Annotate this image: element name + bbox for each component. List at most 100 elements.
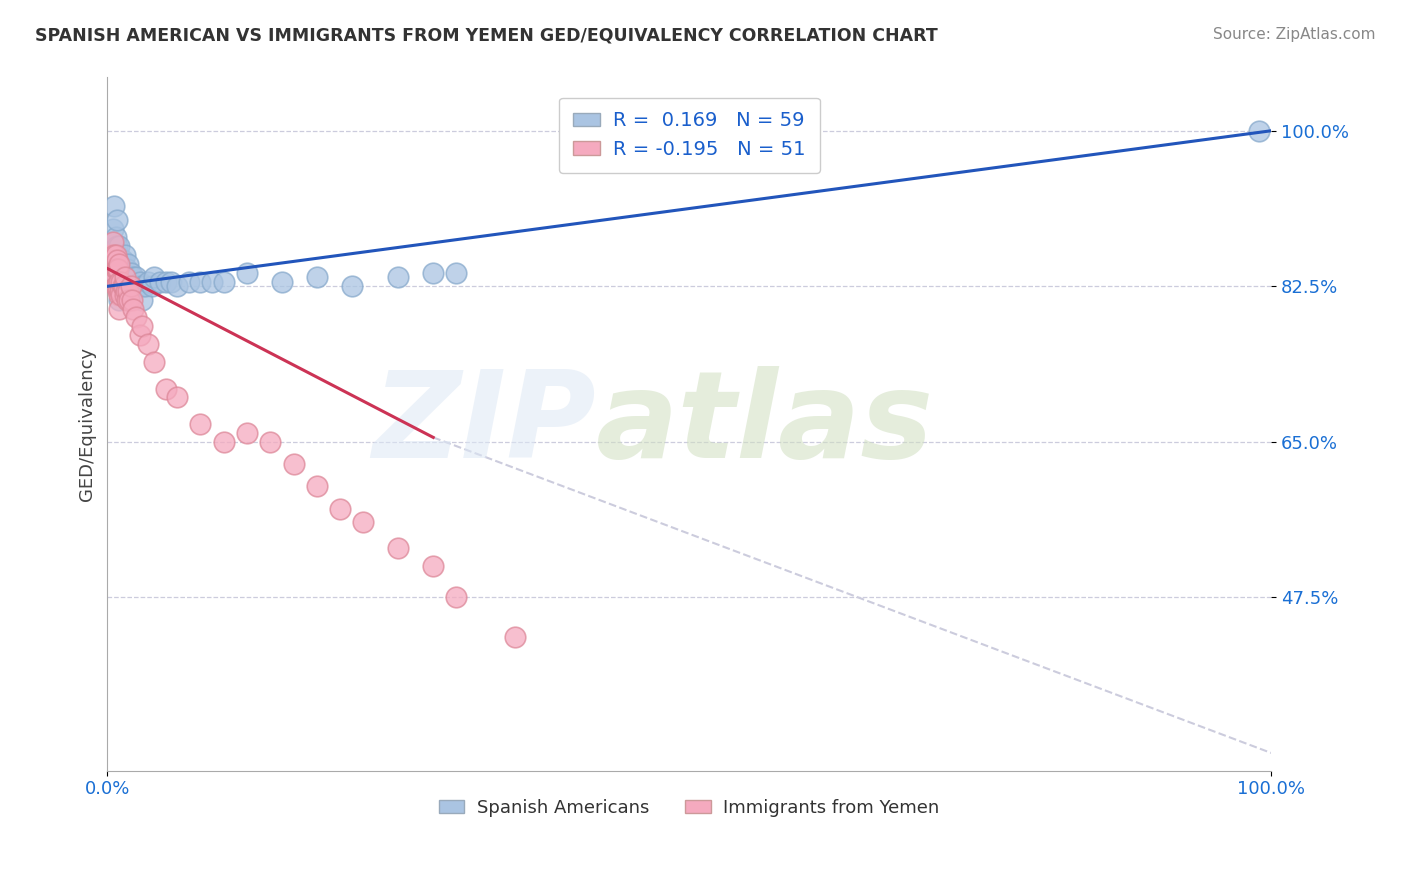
Point <box>422 559 444 574</box>
Point <box>108 301 131 316</box>
Text: Source: ZipAtlas.com: Source: ZipAtlas.com <box>1212 27 1375 42</box>
Point <box>108 284 131 298</box>
Point <box>110 275 132 289</box>
Point <box>120 288 142 302</box>
Point <box>201 275 224 289</box>
Point <box>111 252 134 267</box>
Point <box>236 425 259 440</box>
Point <box>103 266 125 280</box>
Point <box>127 279 149 293</box>
Point <box>259 434 281 449</box>
Point <box>108 288 131 302</box>
Point <box>142 355 165 369</box>
Point <box>155 382 177 396</box>
Point <box>120 266 142 280</box>
Point <box>121 279 143 293</box>
Point <box>101 261 124 276</box>
Point <box>115 270 138 285</box>
Point <box>212 434 235 449</box>
Point <box>103 252 125 267</box>
Point <box>117 257 139 271</box>
Point <box>115 288 138 302</box>
Y-axis label: GED/Equivalency: GED/Equivalency <box>79 347 96 501</box>
Point <box>422 266 444 280</box>
Point <box>329 501 352 516</box>
Point <box>111 266 134 280</box>
Point <box>107 248 129 262</box>
Point <box>108 293 131 307</box>
Point <box>131 319 153 334</box>
Point <box>105 252 128 267</box>
Point <box>305 479 328 493</box>
Point <box>103 248 125 262</box>
Point <box>305 270 328 285</box>
Point <box>446 266 468 280</box>
Point <box>446 591 468 605</box>
Point <box>190 275 212 289</box>
Point <box>122 279 145 293</box>
Point <box>121 293 143 307</box>
Point <box>101 252 124 267</box>
Point <box>125 270 148 285</box>
Point <box>104 248 127 262</box>
Point <box>155 275 177 289</box>
Point <box>105 266 128 280</box>
Point <box>166 279 188 293</box>
Point <box>387 270 409 285</box>
Point <box>107 270 129 285</box>
Point <box>131 279 153 293</box>
Point <box>122 301 145 316</box>
Point <box>107 261 129 276</box>
Point <box>236 266 259 280</box>
Point <box>149 275 172 289</box>
Point <box>131 293 153 307</box>
Point <box>190 417 212 431</box>
Point <box>118 293 141 307</box>
Point <box>122 270 145 285</box>
Point <box>117 284 139 298</box>
Point <box>103 235 125 249</box>
Point <box>115 261 138 276</box>
Text: atlas: atlas <box>596 366 934 483</box>
Point <box>136 275 159 289</box>
Point <box>177 275 200 289</box>
Point <box>387 541 409 556</box>
Point <box>100 248 122 262</box>
Point <box>112 261 135 276</box>
Point <box>103 199 125 213</box>
Point <box>114 288 136 302</box>
Point <box>129 275 152 289</box>
Text: SPANISH AMERICAN VS IMMIGRANTS FROM YEMEN GED/EQUIVALENCY CORRELATION CHART: SPANISH AMERICAN VS IMMIGRANTS FROM YEME… <box>35 27 938 45</box>
Point <box>271 275 294 289</box>
Point <box>105 239 128 253</box>
Point <box>103 248 125 262</box>
Point <box>104 266 127 280</box>
Point <box>107 284 129 298</box>
Point <box>115 284 138 298</box>
Point <box>118 279 141 293</box>
Point <box>114 270 136 285</box>
Point <box>352 515 374 529</box>
Point <box>166 391 188 405</box>
Point <box>108 257 131 271</box>
Point <box>120 279 142 293</box>
Point <box>101 235 124 249</box>
Point <box>212 275 235 289</box>
Point <box>134 279 156 293</box>
Point <box>108 261 131 276</box>
Point <box>105 261 128 276</box>
Point <box>112 279 135 293</box>
Point <box>104 230 127 244</box>
Point <box>104 279 127 293</box>
Point <box>110 288 132 302</box>
Point <box>503 631 526 645</box>
Point <box>110 275 132 289</box>
Point <box>111 279 134 293</box>
Point <box>125 310 148 325</box>
Point <box>108 279 131 293</box>
Point <box>141 279 163 293</box>
Point <box>103 221 125 235</box>
Point <box>1249 124 1271 138</box>
Point <box>105 279 128 293</box>
Point <box>114 248 136 262</box>
